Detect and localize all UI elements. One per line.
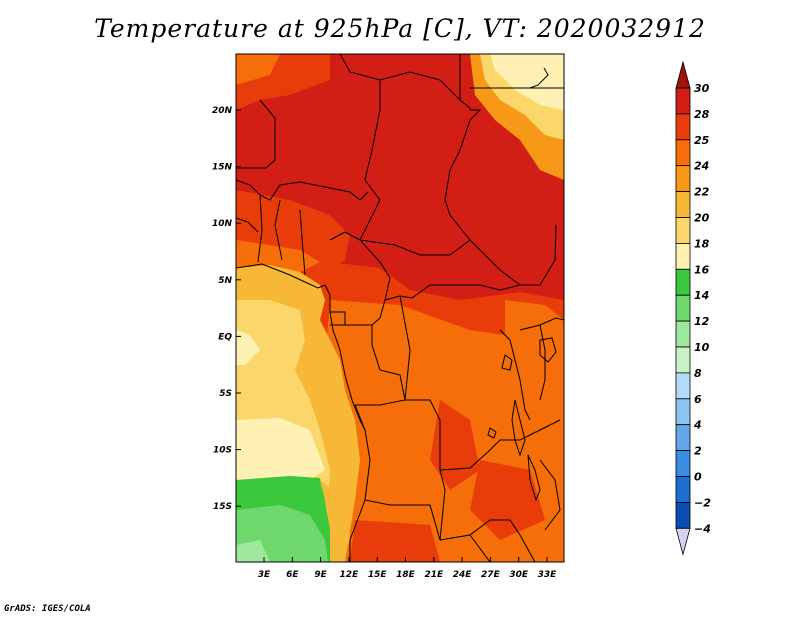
colorbar-segment <box>675 346 691 374</box>
colorbar-label: 0 <box>694 471 702 484</box>
colorbar-segment <box>675 320 691 348</box>
colorbar-segment <box>675 191 691 218</box>
colorbar-top-arrow <box>675 60 691 89</box>
lon-tick-label: 3E <box>258 570 271 580</box>
colorbar-segment <box>675 139 691 167</box>
colorbar-label: 12 <box>694 315 710 328</box>
lat-tick-label: 15S <box>213 502 232 512</box>
colorbar-label: 28 <box>694 108 710 121</box>
map-frame <box>235 53 565 563</box>
lon-tick-label: 18E <box>396 570 416 580</box>
colorbar-segment <box>675 398 691 426</box>
latitude-axis: 20N 15N 10N 5N EQ 5S 10S 15S <box>212 106 241 512</box>
colorbar-label: 24 <box>694 160 709 173</box>
lon-tick-label: 30E <box>509 570 529 580</box>
colorbar-label: −4 <box>694 522 711 535</box>
lon-tick-label: 21E <box>424 570 444 580</box>
colorbar-segment <box>675 424 691 452</box>
colorbar-label: 4 <box>693 419 702 432</box>
chart-title: Temperature at 925hPa [C], VT: 202003291… <box>94 14 706 43</box>
grads-credit: GrADS: IGES/COLA <box>4 604 91 614</box>
lon-tick-label: 24E <box>453 570 473 580</box>
colorbar-segment <box>675 87 691 115</box>
colorbar-label: 22 <box>694 186 710 199</box>
lat-tick-label: 5S <box>219 389 232 399</box>
lat-tick-label: 10S <box>213 446 232 456</box>
colorbar-label: 18 <box>694 237 710 250</box>
colorbar-label: 8 <box>694 367 702 380</box>
colorbar-label: 16 <box>694 263 710 276</box>
lat-tick-label: EQ <box>218 332 232 342</box>
colorbar-segment <box>675 294 691 322</box>
lon-tick-label: 27E <box>481 570 501 580</box>
lat-tick-label: 5N <box>218 276 232 286</box>
colorbar-label: 2 <box>694 445 702 458</box>
colorbar-segment <box>675 268 691 296</box>
colorbar-label: 6 <box>694 393 702 406</box>
lat-tick-label: 15N <box>212 163 233 173</box>
colorbar-label: 30 <box>694 82 710 95</box>
longitude-axis: 3E 6E 9E 12E 15E 18E 21E 24E 27E 30E 33E <box>258 557 557 580</box>
colorbar-segment <box>675 217 691 244</box>
colorbar-segment <box>675 501 691 529</box>
lon-tick-label: 15E <box>368 570 388 580</box>
lon-tick-label: 33E <box>538 570 558 580</box>
temperature-field <box>236 54 564 562</box>
lat-tick-label: 10N <box>212 219 233 229</box>
country-borders <box>236 54 564 562</box>
lat-tick-label: 20N <box>212 106 233 116</box>
lon-tick-label: 9E <box>314 570 327 580</box>
colorbar-segment <box>675 113 691 141</box>
colorbar-segment <box>675 165 691 192</box>
lon-tick-label: 12E <box>340 570 360 580</box>
colorbar-segment <box>675 476 691 503</box>
colorbar-bottom-arrow <box>675 527 691 556</box>
colorbar-segment <box>675 242 691 270</box>
colorbar-label: 14 <box>694 289 709 302</box>
colorbar-label: 25 <box>694 134 710 147</box>
colorbar-segment <box>675 372 691 400</box>
colorbar-label: 20 <box>694 212 710 225</box>
colorbar-label: −2 <box>694 496 711 509</box>
colorbar-segment <box>675 450 691 477</box>
colorbar-label: 10 <box>694 341 710 354</box>
lon-tick-label: 6E <box>286 570 299 580</box>
